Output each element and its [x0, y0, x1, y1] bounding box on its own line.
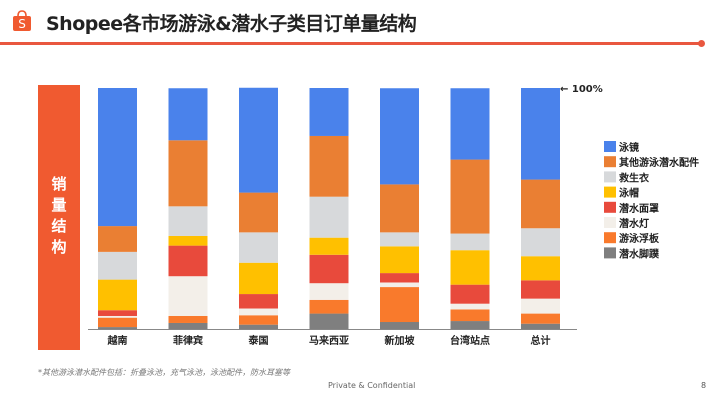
bar-segment	[380, 322, 419, 329]
bar-segment	[168, 206, 208, 236]
legend-label: 其他游泳潜水配件	[619, 156, 699, 169]
page-number: 8	[701, 381, 707, 390]
bar-segment	[380, 282, 419, 288]
legend-swatch	[604, 247, 616, 259]
bar-segment	[309, 196, 349, 238]
top-marker-label: ← 100%	[560, 84, 603, 95]
bar-segment	[168, 235, 208, 246]
legend-label: 潜水灯	[619, 217, 649, 230]
x-tick-label: 总计	[531, 334, 551, 347]
x-tick-label: 泰国	[248, 334, 269, 347]
header-divider-dot	[698, 40, 705, 47]
bar-segment	[380, 246, 419, 274]
bar-segment	[239, 294, 278, 309]
legend-swatch	[604, 156, 616, 168]
bar-segment	[380, 232, 419, 247]
confidential-label: Private & Confidential	[328, 381, 416, 390]
y-axis-label-box: 销量结构	[38, 85, 80, 350]
x-tick-label: 台湾站点	[450, 334, 490, 347]
legend-swatch	[604, 201, 616, 213]
bar-segment	[450, 309, 490, 322]
legend-label: 泳镜	[619, 141, 639, 154]
x-tick-label: 新加坡	[385, 334, 416, 347]
header-divider	[0, 42, 700, 45]
bar-segment	[98, 88, 137, 227]
bar-segment	[98, 251, 137, 280]
footnote: *其他游泳潜水配件包括：折叠泳池，充气泳池，泳池配件，防水耳塞等	[38, 368, 290, 377]
bar-segment	[450, 303, 490, 310]
legend-swatch	[604, 217, 616, 228]
bar-segment	[521, 298, 560, 314]
x-tick-label: 马来西亚	[309, 334, 349, 347]
bar-segment	[380, 287, 419, 323]
bar-segment	[521, 228, 560, 257]
bar-segment	[309, 299, 349, 314]
bar-segment	[98, 315, 137, 318]
bar-segment	[309, 283, 349, 300]
bar-segment	[98, 279, 137, 311]
bar-segment	[168, 140, 208, 207]
bar-segment	[309, 88, 349, 136]
bar-segment	[521, 323, 560, 329]
legend-label: 潜水脚蹼	[619, 247, 660, 260]
bar-segment	[168, 315, 208, 323]
bar-segment	[239, 262, 278, 295]
shopee-logo: S	[13, 10, 31, 31]
bar-segment	[380, 88, 419, 185]
bar-segment	[450, 250, 490, 285]
x-tick-label: 越南	[107, 334, 128, 347]
bar-segment	[239, 315, 278, 325]
bar-segment	[450, 159, 490, 234]
bar-segment	[239, 308, 278, 316]
legend-swatch	[604, 232, 616, 244]
bar-segment	[98, 327, 137, 329]
legend-label: 救生衣	[619, 171, 649, 184]
bar-segment	[239, 324, 278, 329]
bar-segment	[450, 284, 490, 304]
bar-segment	[168, 322, 208, 329]
bar-segment	[168, 276, 208, 316]
page-title: Shopee各市场游泳&潜水子类目订单量结构	[46, 13, 417, 35]
bar-segment	[239, 232, 278, 263]
legend-swatch	[604, 141, 616, 152]
bar-segment	[521, 256, 560, 281]
svg-text:S: S	[18, 17, 26, 31]
legend-label: 潜水面罩	[619, 202, 659, 215]
bar-segment	[521, 280, 560, 299]
bar-segment	[521, 179, 560, 229]
legend-label: 泳帽	[619, 187, 639, 200]
bar-segment	[521, 88, 560, 180]
bar-segment	[521, 313, 560, 324]
y-axis-label: 销量结构	[49, 175, 68, 260]
bar-segment	[450, 233, 490, 251]
bar-segment	[168, 88, 208, 141]
bar-segment	[168, 245, 208, 277]
bar-segment	[98, 317, 137, 328]
bar-segment	[309, 237, 349, 255]
bar-segment	[309, 135, 349, 197]
bar-segment	[98, 226, 137, 252]
legend-swatch	[604, 171, 616, 183]
bar-segment	[239, 87, 278, 193]
bar-segment	[450, 321, 490, 329]
bar-segment	[309, 254, 349, 284]
bar-segment	[309, 313, 349, 329]
legend-label: 游泳浮板	[619, 232, 660, 245]
legend-swatch	[604, 186, 616, 198]
bar-segment	[450, 88, 490, 160]
bar-segment	[380, 273, 419, 283]
bar-segment	[380, 184, 419, 233]
x-tick-label: 菲律宾	[173, 334, 203, 347]
bar-segment	[98, 310, 137, 316]
bar-segment	[239, 192, 278, 233]
